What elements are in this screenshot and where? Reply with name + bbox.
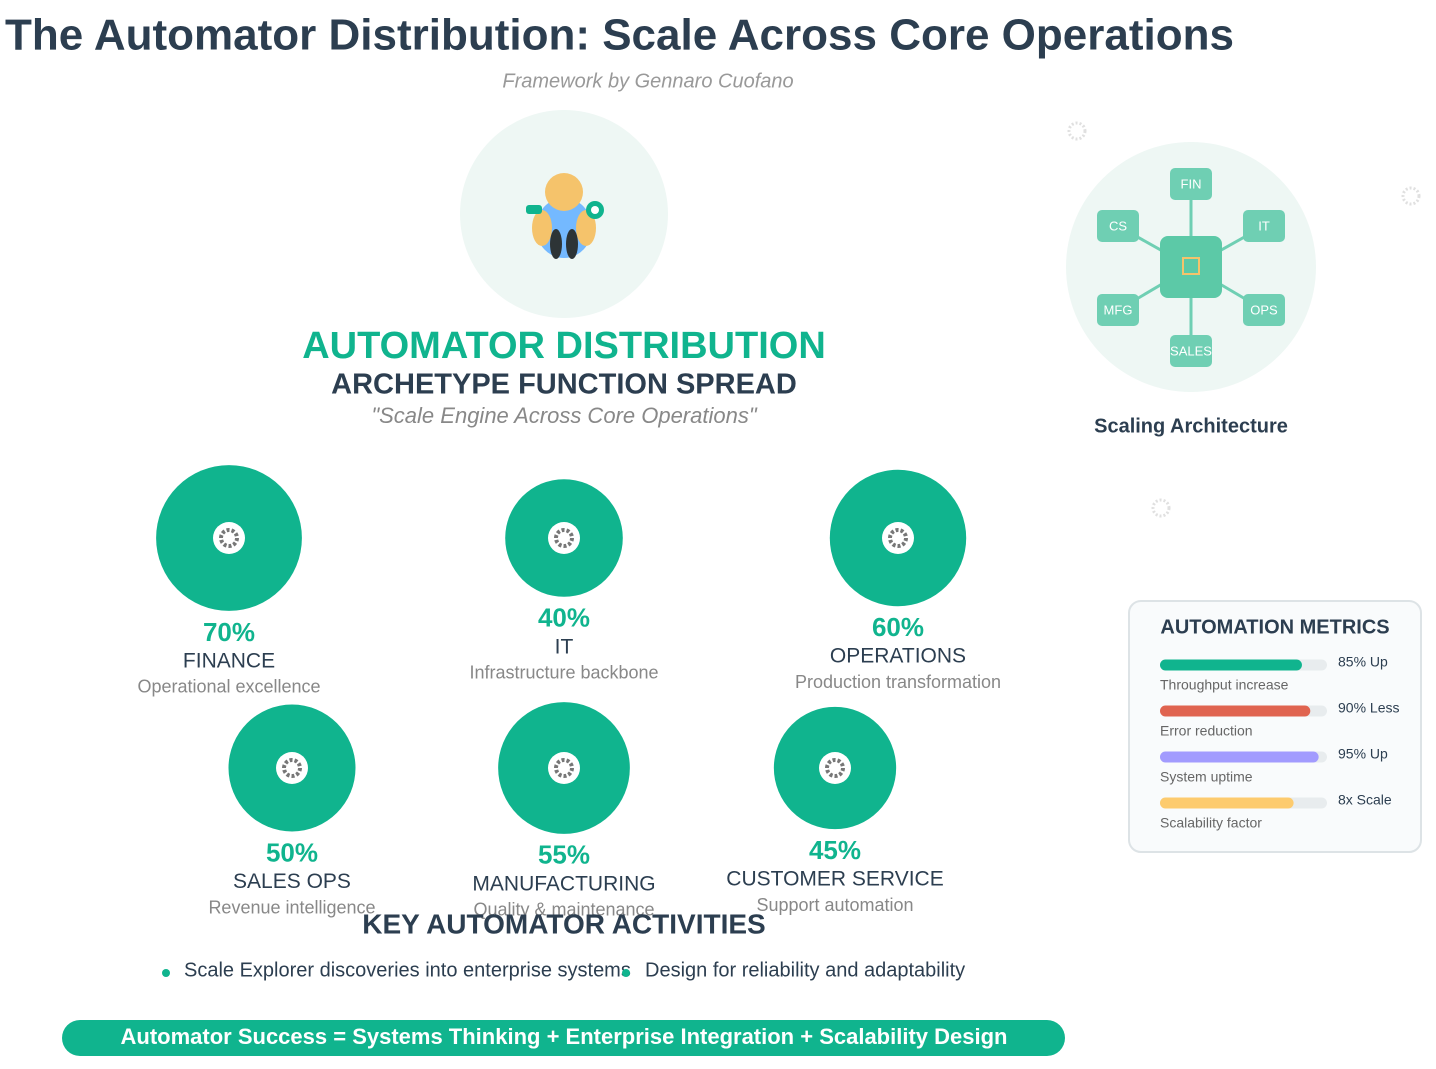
decor xyxy=(1067,121,1421,518)
gear-bg xyxy=(819,752,851,784)
function-description: Production transformation xyxy=(795,672,1001,692)
metric-label: Scalability factor xyxy=(1160,815,1262,831)
node-label: OPS xyxy=(1250,302,1278,317)
hero-tagline: "Scale Engine Across Core Operations" xyxy=(371,403,758,428)
metric-bar xyxy=(1160,797,1294,809)
metric-label: Error reduction xyxy=(1160,723,1253,739)
node xyxy=(1097,210,1139,242)
node xyxy=(1170,335,1212,367)
function-share: 45% xyxy=(809,835,861,865)
hub-icon xyxy=(1182,257,1200,275)
gear-bg xyxy=(213,522,245,554)
node xyxy=(1243,210,1285,242)
gear xyxy=(825,758,845,778)
gear-bg xyxy=(882,522,914,554)
metric-bar xyxy=(1160,659,1302,671)
function-description: Revenue intelligence xyxy=(208,897,375,917)
metric-bar xyxy=(1160,705,1311,717)
architecture-caption: Scaling Architecture xyxy=(1094,415,1288,437)
node xyxy=(1170,168,1212,200)
gear xyxy=(282,758,302,778)
node-label: IT xyxy=(1258,218,1270,233)
gear xyxy=(554,758,574,778)
function-name: CUSTOMER SERVICE xyxy=(726,868,943,891)
node-label: SALES xyxy=(1170,343,1212,358)
node-label: FIN xyxy=(1181,176,1202,191)
function-name: FINANCE xyxy=(183,649,275,672)
page-title: The Automator Distribution: Scale Across… xyxy=(5,11,1234,60)
metric-value: 8x Scale xyxy=(1338,792,1392,808)
gear xyxy=(888,528,908,548)
node xyxy=(1243,294,1285,326)
function-description: Quality & maintenance xyxy=(473,900,654,920)
metric-value: 90% Less xyxy=(1338,700,1399,716)
function-name: MANUFACTURING xyxy=(472,872,655,895)
function-share: 50% xyxy=(266,837,318,867)
function-share: 40% xyxy=(538,603,590,633)
function-description: Infrastructure backbone xyxy=(469,663,658,683)
node xyxy=(1097,294,1139,326)
avatar xyxy=(460,110,668,318)
node-label: MFG xyxy=(1104,302,1133,317)
metric-value: 95% Up xyxy=(1338,746,1388,762)
function-name: SALES OPS xyxy=(233,870,351,893)
node-label: CS xyxy=(1109,218,1127,233)
function-share: 70% xyxy=(203,617,255,647)
function-name: IT xyxy=(555,635,574,658)
activity: Scale Explorer discoveries into enterpri… xyxy=(184,959,631,981)
bullet xyxy=(162,969,170,977)
metrics-title: AUTOMATION METRICS xyxy=(1160,616,1389,638)
metric-bar xyxy=(1160,751,1319,763)
hero-subtitle: ARCHETYPE FUNCTION SPREAD xyxy=(331,369,797,401)
gear xyxy=(554,528,574,548)
metric-label: System uptime xyxy=(1160,769,1253,785)
function-share: 55% xyxy=(538,840,590,870)
activities-title: KEY AUTOMATOR ACTIVITIES xyxy=(362,908,765,939)
function-name: OPERATIONS xyxy=(830,645,966,668)
activity: Design for reliability and adaptability xyxy=(645,959,965,981)
function-description: Operational excellence xyxy=(137,677,320,697)
footer-pill xyxy=(62,1020,1065,1056)
gear-bg xyxy=(548,752,580,784)
gear-bg xyxy=(548,522,580,554)
function-description: Support automation xyxy=(756,895,913,915)
bullet xyxy=(622,969,630,977)
footer-text: Automator Success = Systems Thinking + E… xyxy=(121,1024,1008,1049)
gear xyxy=(219,528,239,548)
metric-label: Throughput increase xyxy=(1160,677,1289,693)
metric-value: 85% Up xyxy=(1338,654,1388,670)
hero-title: AUTOMATOR DISTRIBUTION xyxy=(302,325,826,367)
function-share: 60% xyxy=(872,612,924,642)
page-subtitle: Framework by Gennaro Cuofano xyxy=(502,70,793,92)
hub xyxy=(1160,236,1222,298)
gear-bg xyxy=(276,752,308,784)
